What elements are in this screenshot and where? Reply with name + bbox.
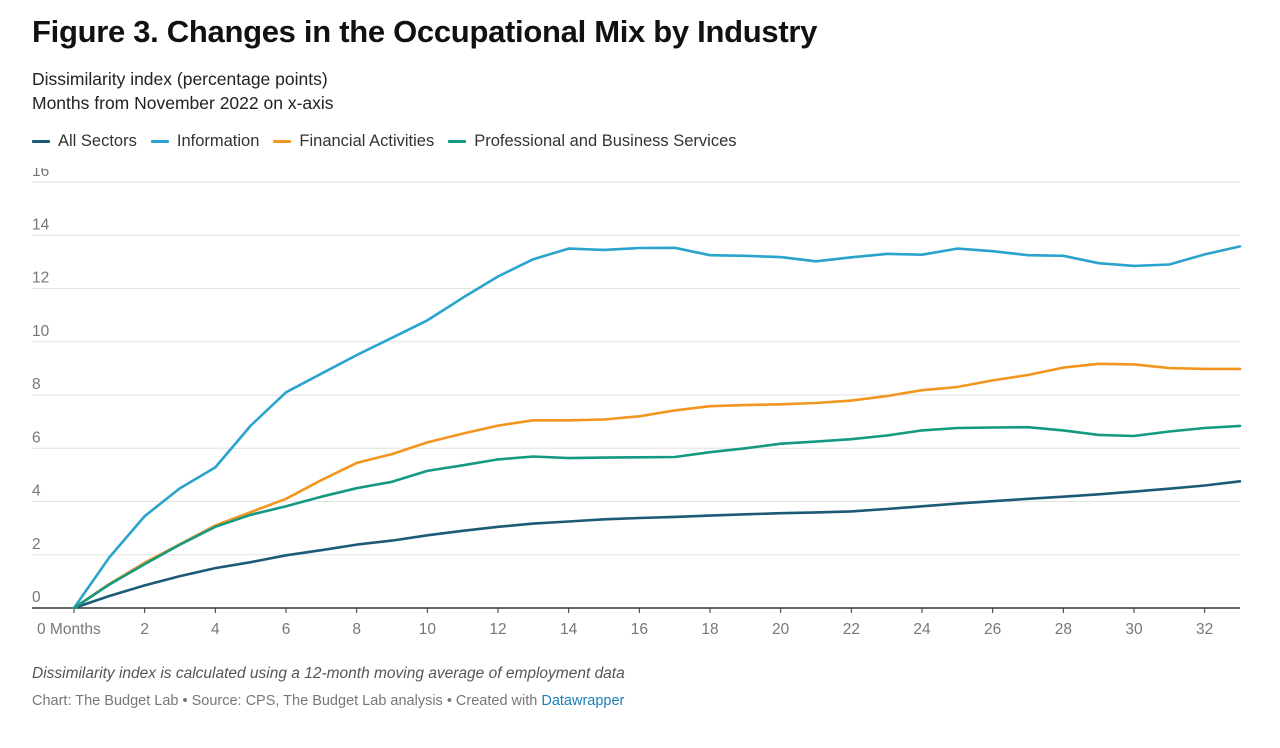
chart-note: Dissimilarity index is calculated using … bbox=[32, 665, 625, 682]
subtitle-units: Dissimilarity index (percentage points) bbox=[32, 69, 328, 89]
y-tick-label: 10 bbox=[32, 323, 50, 340]
legend-label: Financial Activities bbox=[299, 132, 435, 150]
y-tick-label: 6 bbox=[32, 429, 41, 446]
chart-title: Figure 3. Changes in the Occupational Mi… bbox=[32, 14, 818, 49]
series-lines bbox=[72, 245, 1242, 610]
x-tick-label: 4 bbox=[211, 621, 220, 638]
x-tick-label: 14 bbox=[560, 621, 578, 638]
legend-label: All Sectors bbox=[58, 132, 137, 150]
line-chart: 0 Months 2 4 6 8 10 12 14 16 18 20 22 24 26 28 30 32 024… bbox=[32, 168, 1242, 638]
series-line-professional-and-business-services bbox=[72, 424, 1242, 610]
y-axis: 0 2 4 6 8 10 12 14 16 bbox=[32, 168, 50, 606]
x-tick-label: 16 bbox=[631, 621, 648, 638]
series-line-all-sectors bbox=[72, 480, 1242, 610]
legend-swatch bbox=[32, 140, 50, 143]
x-tick-label: 24 bbox=[913, 621, 931, 638]
legend-swatch bbox=[448, 140, 467, 143]
legend-item-information: Information bbox=[150, 132, 260, 151]
x-tick-label: 30 bbox=[1125, 621, 1143, 638]
chart-credits: Chart: The Budget Lab • Source: CPS, The… bbox=[32, 693, 624, 709]
y-tick-label: 4 bbox=[32, 483, 41, 500]
legend-label: Professional and Business Services bbox=[474, 132, 737, 150]
y-tick-label: 8 bbox=[32, 376, 41, 393]
x-tick-label: 12 bbox=[489, 621, 506, 638]
gridlines bbox=[32, 181, 1240, 556]
credits-text: Chart: The Budget Lab • Source: CPS, The… bbox=[32, 693, 542, 709]
x-tick-label: 26 bbox=[984, 621, 1001, 638]
series-line-information bbox=[72, 245, 1242, 610]
x-tick-label: 2 bbox=[140, 621, 149, 638]
legend-swatch bbox=[150, 140, 169, 143]
legend-swatch bbox=[273, 140, 292, 143]
x-tick-label: 22 bbox=[843, 621, 860, 638]
x-tick-label: 6 bbox=[282, 621, 291, 638]
legend-item-financial-activities: Financial Activities bbox=[273, 132, 434, 151]
x-axis: 0 Months 2 4 6 8 10 12 14 16 18 20 22 24 26 28 30 32 bbox=[32, 607, 1240, 638]
x-tick-label: 28 bbox=[1055, 621, 1072, 638]
x-tick-label: 8 bbox=[352, 621, 361, 638]
chart-legend: All Sectors Information Financial Activi… bbox=[32, 132, 737, 151]
legend-item-all-sectors: All Sectors bbox=[32, 132, 137, 151]
x-tick-label: 10 bbox=[419, 621, 437, 638]
subtitle-x-description: Months from November 2022 on x-axis bbox=[32, 93, 334, 113]
chart-subtitle: Dissimilarity index (percentage points) … bbox=[32, 67, 334, 115]
x-tick-label: 32 bbox=[1196, 621, 1213, 638]
y-tick-label: 2 bbox=[32, 536, 41, 553]
x-tick-label: 20 bbox=[772, 621, 790, 638]
x-tick-label: 18 bbox=[701, 621, 718, 638]
datawrapper-link[interactable]: Datawrapper bbox=[541, 693, 625, 709]
y-tick-label: 0 bbox=[32, 589, 41, 606]
y-tick-label: 16 bbox=[32, 168, 49, 180]
y-tick-label: 12 bbox=[32, 270, 49, 287]
series-line-financial-activities bbox=[72, 362, 1242, 610]
legend-label: Information bbox=[176, 132, 260, 150]
x-tick-label: 0 Months bbox=[37, 621, 101, 638]
y-tick-label: 14 bbox=[32, 216, 50, 233]
legend-item-professional-business-services: Professional and Business Services bbox=[448, 132, 737, 151]
